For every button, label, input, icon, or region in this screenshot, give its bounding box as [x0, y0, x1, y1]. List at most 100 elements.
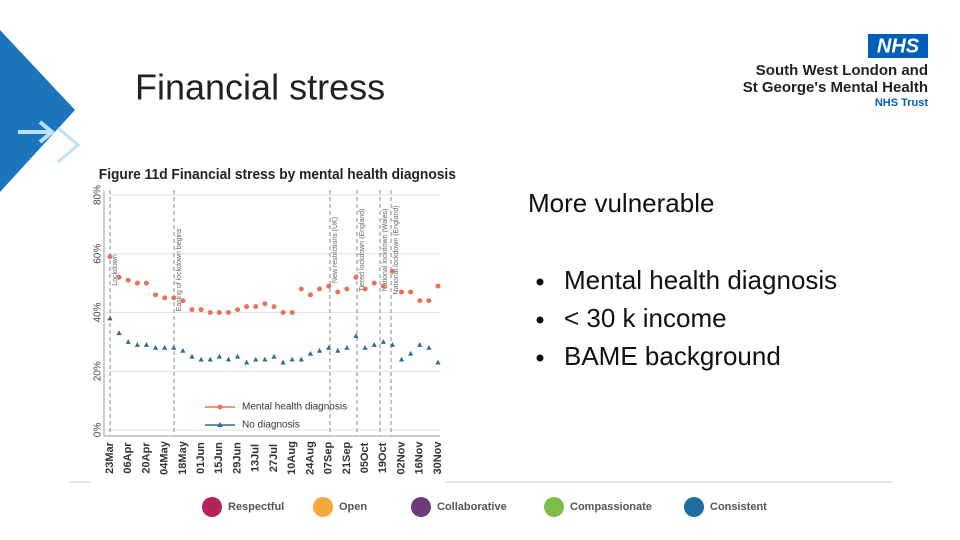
chart-title: Figure 11d Financial stress by mental he… [99, 165, 456, 181]
data-point [180, 298, 186, 304]
logo-line: NHS Trust [875, 97, 929, 109]
data-point [271, 353, 277, 359]
data-point [289, 356, 295, 362]
data-point [317, 286, 323, 292]
chart: Figure 11d Financial stress by mental he… [93, 165, 456, 474]
data-point [244, 359, 250, 365]
value-icon [544, 497, 564, 517]
legend-label: No diagnosis [242, 420, 300, 431]
data-point [116, 274, 122, 280]
corner-shape [0, 30, 75, 192]
data-point [307, 350, 314, 356]
x-tick-label: 02Nov [395, 441, 407, 475]
data-point [398, 356, 405, 362]
data-point [143, 280, 149, 286]
data-point [399, 289, 405, 295]
data-point [307, 292, 313, 298]
y-tick-label: 40% [93, 302, 104, 322]
y-tick-label: 80% [93, 185, 104, 205]
data-point [152, 344, 159, 350]
data-point [380, 339, 386, 344]
x-tick-label: 30Nov [432, 441, 444, 475]
data-point [235, 307, 241, 313]
data-point [162, 344, 168, 350]
data-point [225, 356, 232, 362]
data-point [271, 304, 277, 310]
data-point [371, 342, 377, 347]
data-point [326, 344, 332, 350]
value-label: Consistent [710, 501, 767, 513]
data-point [134, 342, 140, 347]
data-point [417, 342, 423, 347]
bullet-text: < 30 k income [564, 303, 727, 333]
x-tick-label: 15Jun [213, 442, 225, 474]
x-tick-label: 18May [177, 440, 189, 475]
legend-label: Mental health diagnosis [242, 402, 347, 413]
bullet-dot [536, 278, 544, 286]
data-point [353, 333, 359, 338]
x-tick-label: 21Sep [341, 442, 353, 475]
data-point [435, 359, 441, 365]
data-point [389, 268, 395, 274]
data-point [408, 289, 414, 295]
x-tick-label: 07Sep [323, 442, 335, 475]
bullet-dot [536, 316, 544, 324]
y-tick-label: 60% [93, 244, 104, 264]
data-point [225, 310, 231, 315]
data-point [143, 342, 150, 347]
legend-marker [217, 404, 223, 410]
data-point [426, 344, 432, 350]
data-point [107, 315, 113, 321]
data-point [134, 280, 140, 286]
value-icon [684, 497, 704, 517]
annotation: Lockdown [112, 254, 119, 286]
slide-title: Financial stress [135, 67, 385, 108]
data-point [253, 356, 259, 362]
data-point [262, 301, 268, 307]
x-tick-label: 29Jun [231, 442, 243, 474]
data-point [171, 344, 177, 350]
data-point [335, 289, 341, 295]
x-tick-label: 10Aug [286, 441, 298, 475]
data-point [316, 347, 323, 353]
annotation: Tiered lockdown (England) [359, 208, 366, 291]
data-point [335, 347, 341, 353]
arrow-icon [18, 120, 81, 164]
data-point [180, 347, 186, 353]
data-point [426, 298, 432, 304]
data-point [198, 356, 204, 362]
data-point [298, 356, 304, 362]
data-point [189, 307, 195, 313]
data-point [162, 295, 168, 301]
x-tick-label: 16Nov [414, 441, 426, 475]
data-point [362, 286, 368, 292]
data-point [207, 356, 213, 362]
data-point [280, 310, 286, 315]
data-point [216, 353, 222, 359]
data-point [344, 344, 350, 350]
nhs-badge-bg [868, 34, 928, 58]
value-label: Open [339, 501, 367, 513]
data-point [362, 344, 368, 350]
data-point [116, 330, 122, 336]
data-point [107, 254, 113, 260]
data-point [244, 304, 250, 310]
bullet-text: Mental health diagnosis [564, 265, 837, 295]
data-point [125, 339, 131, 344]
data-point [253, 304, 259, 310]
bullet-list: Mental health diagnosis < 30 k income BAME… [536, 265, 837, 371]
data-point [280, 359, 286, 365]
legend-marker [217, 422, 223, 427]
data-point [408, 350, 414, 356]
data-point [125, 277, 131, 283]
heading: More vulnerable [528, 188, 714, 218]
data-point [198, 307, 204, 313]
data-point [344, 286, 350, 292]
value-icon [313, 497, 333, 517]
value-label: Respectful [228, 501, 284, 513]
x-tick-label: 06Apr [122, 442, 134, 474]
data-point [153, 292, 159, 298]
x-tick-label: 19Oct [377, 442, 389, 473]
x-tick-label: 20Apr [140, 442, 152, 474]
